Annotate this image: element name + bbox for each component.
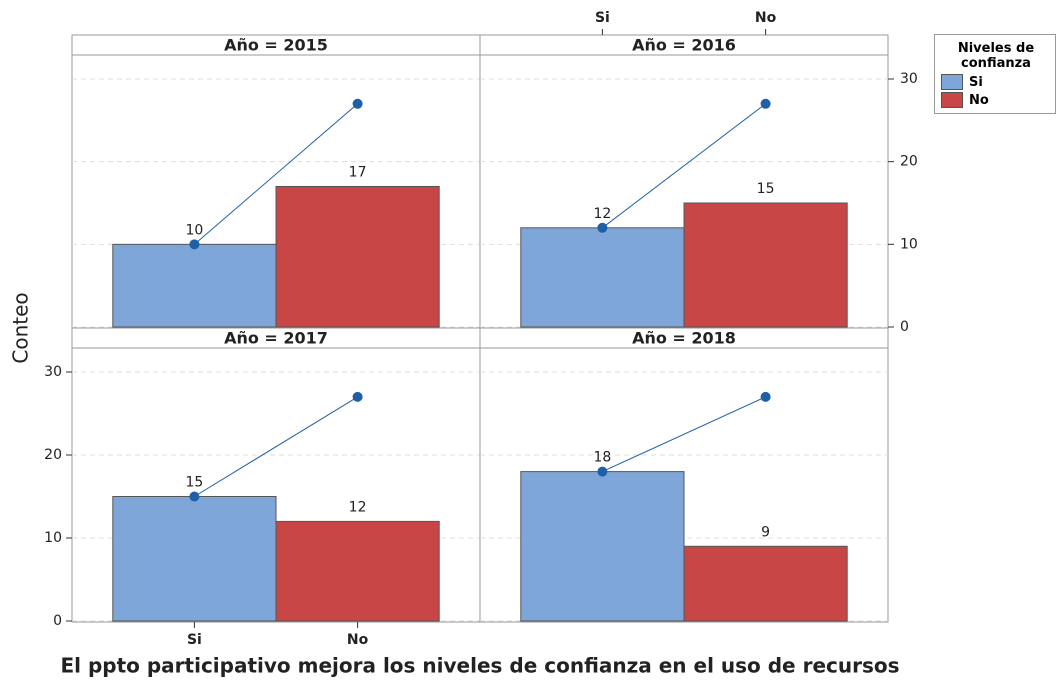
panel-title: Año = 2017 [224, 329, 328, 348]
bar [275, 520, 440, 622]
panel-title: Año = 2016 [632, 36, 736, 55]
x-tick-label: No [347, 632, 369, 648]
panel-title: Año = 2015 [224, 36, 328, 55]
bar [520, 227, 685, 328]
x-axis-label: El ppto participativo mejora los niveles… [60, 654, 899, 678]
bar [112, 496, 277, 622]
data-label: 17 [349, 164, 367, 180]
y-tick-label: 20 [44, 447, 62, 463]
bar [275, 185, 440, 328]
data-label: 10 [185, 222, 203, 238]
legend-label: No [969, 92, 989, 108]
data-label: 12 [349, 499, 367, 515]
data-label: 15 [757, 181, 775, 197]
data-label: 9 [761, 524, 770, 540]
legend-title: Niveles de confianza [957, 41, 1035, 71]
y-tick-label: 30 [900, 71, 918, 87]
data-label: 12 [593, 206, 611, 222]
y-axis-label: Conteo [9, 292, 33, 363]
cumulative-point [352, 391, 363, 402]
bar [683, 202, 848, 328]
cumulative-line [194, 396, 358, 497]
cumulative-point [189, 239, 200, 250]
y-tick-label: 10 [44, 530, 62, 546]
cumulative-point [760, 98, 771, 109]
cumulative-line [602, 396, 766, 473]
legend: Niveles de confianza Si No [934, 34, 1056, 114]
legend-swatch [941, 92, 963, 108]
cumulative-point [597, 466, 608, 477]
y-tick-label: 30 [44, 364, 62, 380]
legend-item: No [941, 91, 1051, 109]
x-tick-label: Si [187, 632, 202, 648]
x-tick-label: No [755, 10, 777, 26]
data-label: 18 [593, 450, 611, 466]
cumulative-point [760, 391, 771, 402]
y-tick-label: 0 [900, 319, 909, 335]
legend-swatch [941, 74, 963, 90]
x-tick-label: Si [595, 10, 610, 26]
cumulative-point [597, 222, 608, 233]
bar [520, 471, 685, 622]
cumulative-line [602, 103, 766, 229]
y-tick-label: 10 [900, 236, 918, 252]
legend-item: Si [941, 73, 1051, 91]
panel-header [479, 327, 889, 349]
cumulative-point [189, 491, 200, 502]
y-tick-label: 0 [53, 613, 62, 629]
cumulative-point [352, 98, 363, 109]
bar [112, 243, 277, 328]
cumulative-line [194, 103, 358, 245]
data-label: 15 [185, 475, 203, 491]
panel-header [479, 34, 889, 56]
legend-label: Si [969, 74, 983, 90]
y-tick-label: 20 [900, 154, 918, 170]
panel-title: Año = 2018 [632, 329, 736, 348]
bar [683, 545, 848, 622]
